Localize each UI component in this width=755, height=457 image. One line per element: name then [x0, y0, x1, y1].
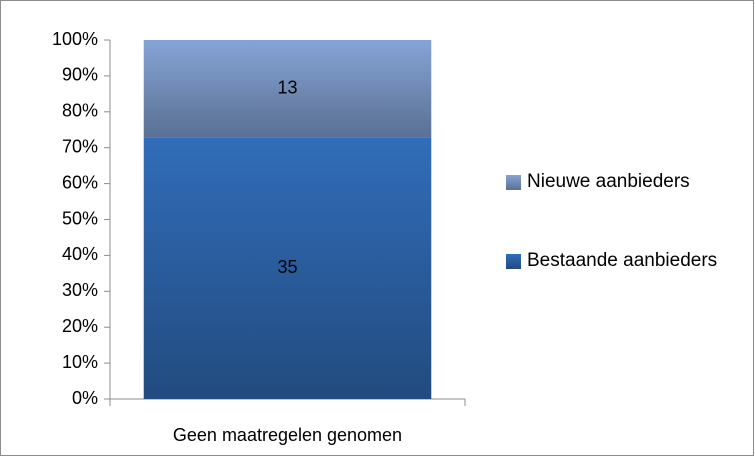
- y-tick-label: 70%: [62, 136, 98, 156]
- data-label: 13: [277, 77, 297, 97]
- legend-label: Bestaande aanbieders: [527, 250, 718, 271]
- y-tick-label: 100%: [52, 29, 98, 49]
- y-tick-label: 40%: [62, 244, 98, 264]
- y-tick-label: 30%: [62, 280, 98, 300]
- y-tick-label: 10%: [62, 352, 98, 372]
- data-label: 35: [277, 257, 297, 277]
- legend-item: Bestaande aanbieders: [506, 249, 722, 273]
- x-tick-label: Geen maatregelen genomen: [173, 425, 402, 445]
- legend-item: Nieuwe aanbieders: [506, 170, 722, 194]
- y-tick-label: 80%: [62, 101, 98, 121]
- bar-segment: [143, 40, 432, 138]
- legend-swatch: [506, 254, 521, 269]
- y-tick-label: 50%: [62, 208, 98, 228]
- y-tick-label: 60%: [62, 172, 98, 192]
- y-tick-label: 0%: [72, 388, 98, 408]
- bar-segment: [143, 137, 432, 399]
- legend-label: Nieuwe aanbieders: [527, 171, 690, 192]
- y-tick-label: 20%: [62, 316, 98, 336]
- y-tick-label: 90%: [62, 65, 98, 85]
- legend-swatch: [506, 175, 521, 190]
